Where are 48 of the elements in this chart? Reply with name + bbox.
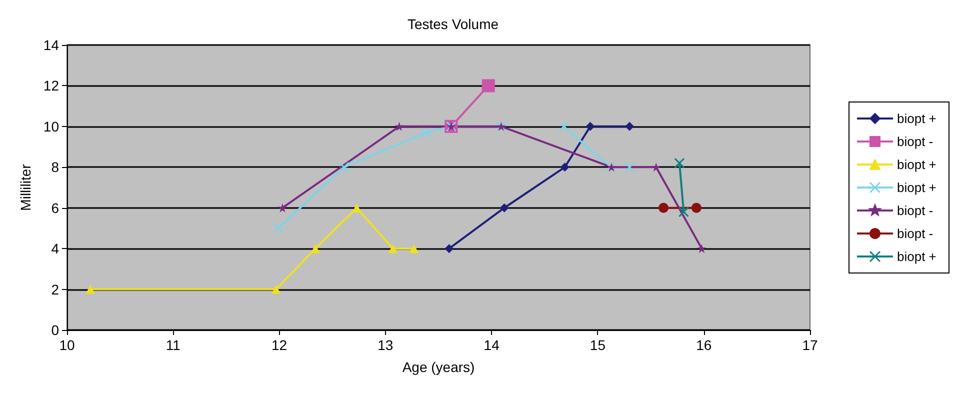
y-tick-label: 14 [43, 37, 60, 53]
point [691, 202, 702, 213]
point [410, 244, 419, 254]
x-tick-label: 13 [378, 337, 394, 353]
point [624, 162, 635, 172]
y-tick-label: 6 [51, 200, 60, 216]
point [697, 244, 706, 254]
point [560, 162, 570, 172]
point [674, 158, 685, 168]
legend-label: biopt + [897, 157, 936, 172]
point [558, 121, 569, 132]
legend-label: biopt - [897, 203, 934, 218]
x-tick-label: 14 [484, 337, 500, 353]
legend-label: biopt + [897, 180, 936, 195]
y-tick-label: 2 [51, 281, 60, 298]
legend-label: biopt - [897, 134, 934, 149]
x-tick-label: 15 [590, 337, 606, 353]
point [586, 122, 595, 131]
point [388, 244, 398, 254]
y-tick-label: 12 [43, 78, 60, 94]
legend-label: biopt + [897, 249, 936, 264]
point [678, 206, 689, 218]
y-tick-label: 8 [51, 159, 60, 176]
point [500, 203, 509, 212]
y-tick-label: 0 [51, 322, 60, 338]
chart-title: Testes Volume [407, 16, 499, 32]
x-axis-title: Age (years) [402, 359, 475, 375]
x-tick-label: 17 [802, 337, 818, 353]
x-tick-label: 11 [166, 337, 181, 353]
point [625, 122, 634, 131]
point [444, 244, 454, 254]
point [658, 202, 669, 213]
point [482, 79, 495, 92]
legend-label: biopt - [897, 226, 934, 241]
point [394, 122, 404, 131]
point [652, 162, 661, 172]
legend-label: biopt + [897, 111, 936, 126]
y-tick-label: 4 [51, 240, 60, 257]
x-tick-label: 12 [271, 337, 288, 353]
point [86, 284, 95, 294]
point [272, 222, 284, 234]
point [420, 127, 432, 138]
point [338, 162, 350, 172]
y-axis-title: Milliliter [18, 164, 34, 211]
point [272, 284, 281, 294]
point [278, 203, 287, 212]
y-tick-label: 10 [43, 118, 60, 134]
x-tick-label: 16 [696, 337, 712, 353]
